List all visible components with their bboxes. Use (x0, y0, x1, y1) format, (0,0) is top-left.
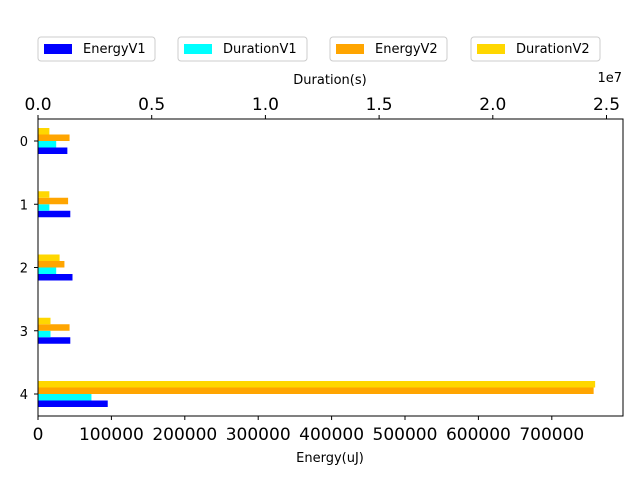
bar-durationv2-4 (38, 381, 596, 388)
legend-label: DurationV2 (516, 42, 590, 57)
bar-energyv1-0 (38, 147, 68, 154)
legend-swatch (44, 44, 72, 54)
bar-energyv2-1 (38, 197, 69, 205)
legend-label: DurationV1 (223, 42, 297, 57)
bar-energyv1-2 (38, 274, 73, 281)
bar-durationv1-0 (38, 141, 57, 148)
axes: 0 100000 200000 300000 400000 500000 600000 700… (20, 95, 624, 445)
energy-tick-label: 500000 (373, 425, 438, 445)
bar-durationv2-1 (38, 191, 50, 198)
legend-box (37, 36, 156, 62)
energy-tick-label: 100000 (79, 425, 144, 445)
legend-box (329, 36, 448, 62)
legend-swatch (336, 44, 364, 54)
duration-tick-label: 1.0 (252, 95, 279, 115)
duration-tick-label: 2.0 (479, 95, 506, 115)
energy-tick-label: 700000 (519, 425, 584, 445)
energy-tick-label: 0 (33, 425, 44, 445)
duration-tick-label: 1.5 (366, 95, 393, 115)
bar-durationv1-2 (38, 267, 57, 274)
category-tick-label: 2 (20, 262, 28, 277)
energy-tick-label: 600000 (446, 425, 511, 445)
legend-swatch (477, 44, 505, 54)
bar-energyv1-1 (38, 210, 71, 218)
duration-tick-label: 2.5 (593, 95, 620, 115)
energy-tick-label: 400000 (299, 425, 364, 445)
bar-durationv2-0 (38, 128, 50, 135)
legend-entry-energyv2: EnergyV2 (329, 36, 448, 62)
bar-durationv1-1 (38, 204, 50, 211)
duration-offset-text: 1e7 (597, 71, 622, 86)
legend-box (470, 36, 601, 62)
legend-label: EnergyV1 (83, 42, 146, 57)
bar-energyv2-0 (38, 134, 70, 141)
bar-energyv2-4 (38, 387, 594, 394)
bar-durationv1-4 (38, 394, 92, 401)
plot-frame (37, 118, 624, 417)
bar-energyv1-3 (38, 337, 71, 344)
legend-swatch (184, 44, 212, 54)
category-tick-label: 4 (20, 388, 28, 403)
energy-tick-label: 200000 (152, 425, 217, 445)
category-tick-label: 3 (20, 325, 28, 340)
legend-entry-durationv2: DurationV2 (470, 36, 601, 62)
duration-axis-label: Duration(s) (293, 73, 366, 88)
duration-tick-label: 0.0 (24, 95, 51, 115)
bar-energyv1-4 (38, 400, 108, 407)
bar-energyv2-2 (38, 261, 65, 268)
energy-tick-label: 300000 (226, 425, 291, 445)
bar-energyv2-3 (38, 324, 70, 331)
legend-entry-energyv1: EnergyV1 (37, 36, 156, 62)
legend: EnergyV1 DurationV1 EnergyV2 DurationV2 (37, 36, 601, 62)
legend-entry-durationv1: DurationV1 (177, 36, 308, 62)
bar-durationv1-3 (38, 330, 51, 338)
bar-durationv2-3 (38, 317, 51, 325)
duration-tick-label: 0.5 (138, 95, 165, 115)
legend-box (177, 36, 308, 62)
bar-durationv2-2 (38, 254, 60, 261)
legend-label: EnergyV2 (375, 42, 438, 57)
category-tick-label: 1 (20, 198, 28, 213)
category-tick-label: 0 (20, 135, 28, 150)
energy-axis-label: Energy(uJ) (296, 451, 364, 466)
bars (38, 128, 596, 407)
